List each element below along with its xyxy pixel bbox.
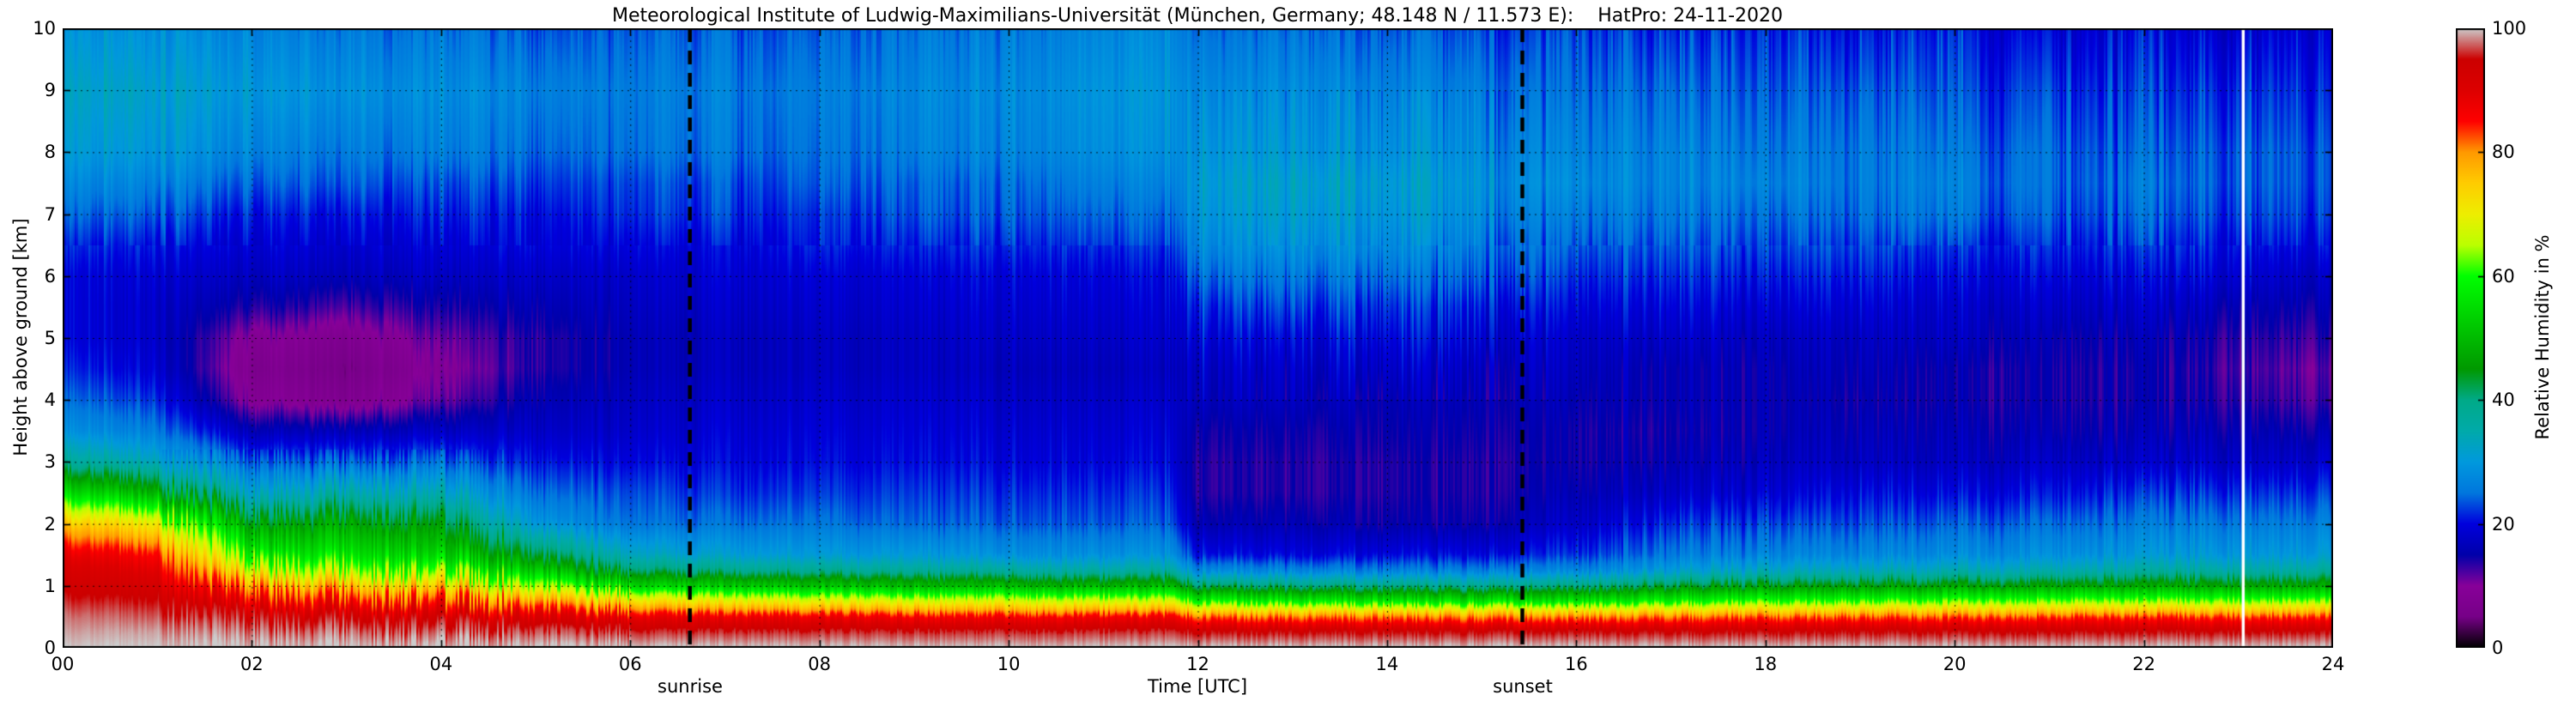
y-tick-label: 7 (44, 203, 56, 225)
y-tick-label: 6 (44, 265, 56, 287)
y-tick-label: 1 (44, 575, 56, 596)
x-tick-label: 20 (1943, 654, 1967, 674)
x-tick-label: 16 (1564, 654, 1588, 674)
colorbar-canvas (2456, 28, 2485, 648)
y-tick-label: 4 (44, 390, 56, 411)
x-tick-label: 08 (808, 654, 832, 674)
y-tick-label: 0 (44, 638, 56, 658)
x-tick-label: 00 (51, 654, 75, 674)
x-tick-label: 14 (1375, 654, 1399, 674)
x-tick-label: 06 (618, 654, 642, 674)
y-tick-label: 9 (44, 80, 56, 101)
x-tick-label: 02 (240, 654, 264, 674)
y-tick-label: 3 (44, 451, 56, 473)
x-tick-label: 12 (1186, 654, 1209, 674)
heatmap-canvas (63, 28, 2333, 648)
x-tick-label: 22 (2132, 654, 2155, 674)
colorbar-label: Relative Humidity in % (2532, 234, 2553, 440)
sunset-label: sunset (1493, 676, 1553, 697)
x-tick-label: 04 (429, 654, 453, 674)
colorbar-tick-label: 40 (2492, 390, 2515, 411)
y-tick-label: 2 (44, 513, 56, 535)
x-tick-label: 24 (2321, 654, 2345, 674)
y-tick-label: 8 (44, 142, 56, 163)
x-tick-label: 10 (997, 654, 1021, 674)
colorbar-tick-label: 60 (2492, 265, 2515, 287)
x-axis-label: Time [UTC] (1147, 676, 1248, 697)
x-tick-label: 18 (1754, 654, 1778, 674)
y-tick-label: 5 (44, 328, 56, 348)
y-tick-label: 10 (33, 18, 56, 39)
colorbar-tick-label: 20 (2492, 513, 2515, 535)
colorbar-tick-label: 0 (2492, 638, 2504, 658)
sunrise-label: sunrise (658, 676, 723, 697)
colorbar-tick-label: 80 (2492, 142, 2515, 163)
chart-title: Meteorological Institute of Ludwig-Maxim… (611, 5, 1784, 27)
colorbar-tick-label: 100 (2492, 18, 2527, 39)
